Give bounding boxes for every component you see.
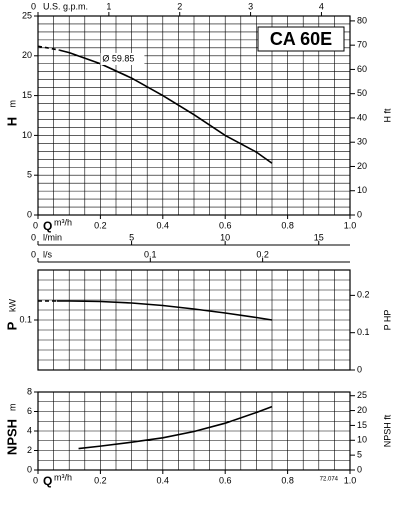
extra-axis-tick-label: 0 (31, 232, 36, 242)
extra-axis-tick-label: 2 (177, 1, 182, 11)
x-tick-label: 0.6 (219, 220, 232, 230)
y2-tick-label: 80 (357, 15, 367, 25)
x-tick-label: 0 (33, 220, 38, 230)
x-tick-label: 0 (33, 475, 38, 485)
y-axis-label: NPSH (4, 419, 19, 455)
series-line (59, 49, 273, 164)
x-tick-label: 0.4 (157, 220, 170, 230)
y-tick-label: 0 (27, 209, 32, 219)
y2-tick-label: 40 (357, 112, 367, 122)
y-tick-label: 2 (27, 445, 32, 455)
y-tick-label: 10 (22, 130, 32, 140)
x-axis-unit: m³/h (54, 217, 72, 227)
extra-axis-tick-label: 0 (31, 1, 36, 11)
y-tick-label: 20 (22, 50, 32, 60)
extra-axis-tick-label: 10 (220, 232, 230, 242)
x-tick-label: 1.0 (344, 220, 357, 230)
y2-tick-label: 10 (357, 185, 367, 195)
series-line (78, 405, 273, 450)
y2-tick-label: 0 (357, 209, 362, 219)
y2-tick-label: 60 (357, 64, 367, 74)
extra-axis-tick-label: 3 (248, 1, 253, 11)
x-tick-label: 0.2 (94, 475, 107, 485)
y2-tick-label: 25 (357, 390, 367, 400)
y2-tick-label: 5 (357, 450, 362, 460)
x-axis-label: Q (43, 219, 52, 233)
y2-tick-label: 10 (357, 435, 367, 445)
y-tick-label: 6 (27, 406, 32, 416)
series-label: Ø 59.85 (102, 53, 134, 63)
y-tick-label: 0 (27, 464, 32, 474)
chart-title: CA 60E (270, 29, 332, 49)
x-axis-unit: m³/h (54, 472, 72, 482)
y-tick-label: 4 (27, 425, 32, 435)
figure-code: 72.074 (320, 477, 339, 483)
y2-tick-label: 20 (357, 161, 367, 171)
y2-tick-label: 50 (357, 88, 367, 98)
series-line (56, 300, 273, 321)
y-tick-label: 0.1 (19, 314, 32, 324)
y2-tick-label: 20 (357, 405, 367, 415)
series-line (37, 45, 60, 52)
x-tick-label: 1.0 (344, 475, 357, 485)
y-axis-unit: kW (7, 299, 17, 313)
extra-axis-tick-label: 5 (129, 232, 134, 242)
extra-axis-tick-label: 4 (319, 1, 324, 11)
y-tick-label: 25 (22, 10, 32, 20)
extra-axis-label: U.S. g.p.m. (43, 1, 88, 11)
series-label-bg (100, 52, 145, 65)
y-tick-label: 8 (27, 386, 32, 396)
x-axis-label: Q (43, 474, 52, 488)
extra-axis-label: l/min (43, 232, 62, 242)
x-tick-label: 0.8 (281, 475, 294, 485)
y2-tick-label: 0 (357, 464, 362, 474)
x-tick-label: 0.2 (94, 220, 107, 230)
y-axis-unit: m (7, 404, 17, 412)
y2-axis-label: P HP (382, 310, 392, 331)
x-tick-label: 0.6 (219, 475, 232, 485)
title-box (257, 26, 345, 52)
extra-axis-tick-label: 15 (314, 232, 324, 242)
x-tick-label: 0.4 (157, 475, 170, 485)
y2-tick-label: 0.2 (357, 290, 370, 300)
y-axis-label: P (4, 321, 19, 330)
y2-axis-label: NPSH ft (382, 414, 392, 447)
extra-axis-label: l/s (43, 249, 53, 259)
y2-tick-label: 15 (357, 420, 367, 430)
y2-tick-label: 0 (357, 364, 362, 374)
y2-tick-label: 70 (357, 40, 367, 50)
extra-axis-tick-label: 1 (106, 1, 111, 11)
y2-tick-label: 30 (357, 137, 367, 147)
y-tick-label: 5 (27, 170, 32, 180)
y-tick-label: 15 (22, 90, 32, 100)
y2-tick-label: 0.1 (357, 327, 370, 337)
x-tick-label: 0.8 (281, 220, 294, 230)
y2-axis-label: H ft (382, 108, 392, 123)
y-axis-label: H (4, 117, 19, 126)
plot-frame (37, 15, 351, 216)
extra-axis-tick-label: 0.2 (256, 249, 269, 259)
y-axis-unit: m (7, 100, 17, 108)
extra-axis-tick-label: 0.1 (144, 249, 157, 259)
extra-axis-tick-label: 0 (31, 249, 36, 259)
